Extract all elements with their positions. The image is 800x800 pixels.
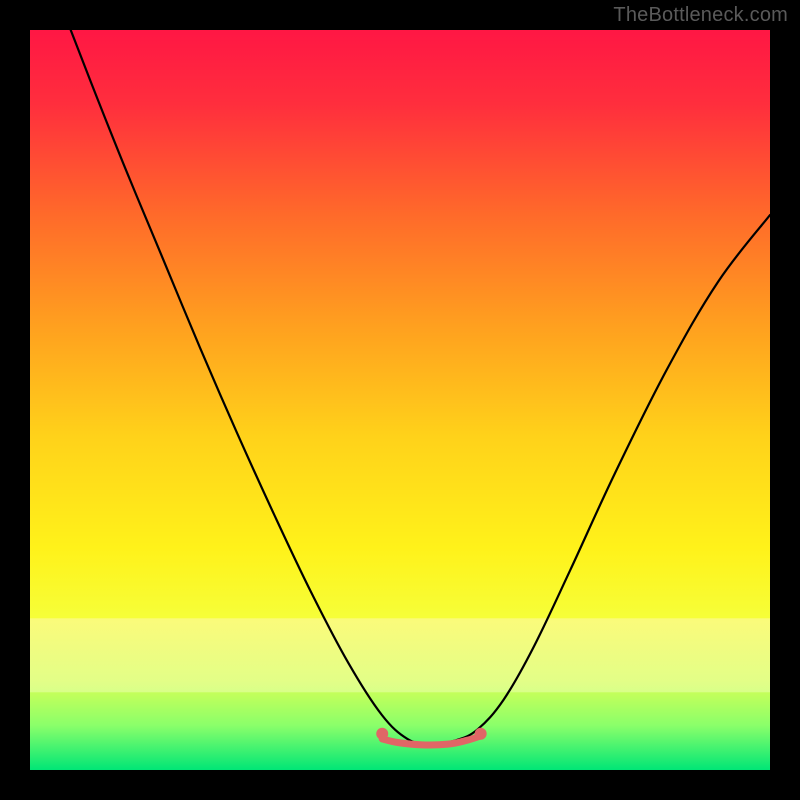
pale-band xyxy=(30,618,770,692)
optimal-range-start-dot xyxy=(376,728,388,740)
optimal-range-end-dot xyxy=(475,728,487,740)
watermark-text: TheBottleneck.com xyxy=(613,4,788,27)
chart-container: TheBottleneck.com xyxy=(0,0,800,800)
bottleneck-chart xyxy=(0,0,800,800)
